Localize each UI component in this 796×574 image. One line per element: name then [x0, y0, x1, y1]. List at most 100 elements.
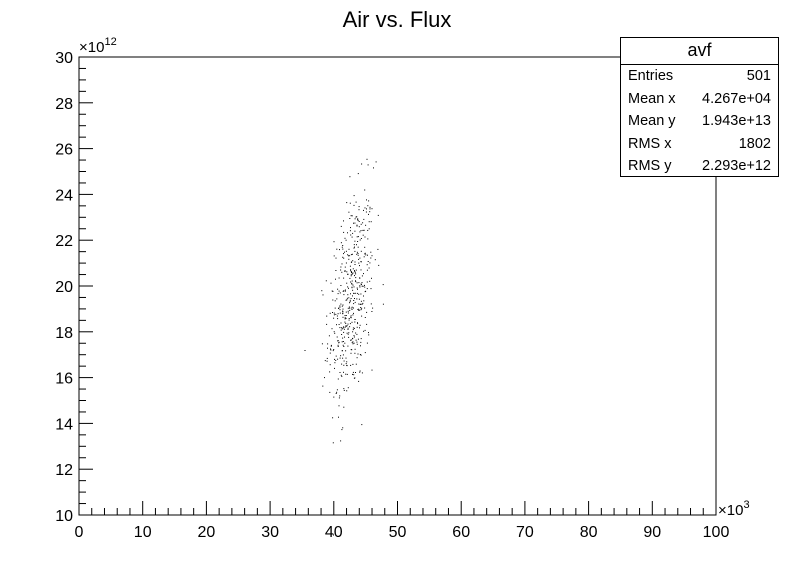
y-tick-label: 28	[55, 96, 73, 113]
x-tick-label: 90	[643, 524, 661, 541]
scatter-point	[343, 290, 345, 292]
scatter-point	[350, 352, 352, 354]
scatter-point	[345, 325, 347, 327]
scatter-point	[357, 173, 359, 175]
scatter-point	[342, 245, 344, 246]
scatter-point	[369, 206, 371, 208]
scatter-point	[359, 371, 361, 373]
scatter-point	[356, 282, 358, 284]
scatter-point	[363, 295, 364, 297]
scatter-point	[355, 273, 357, 275]
scatter-point	[360, 261, 362, 263]
scatter-point	[367, 229, 369, 231]
scatter-point	[356, 216, 358, 218]
scatter-point	[330, 344, 332, 346]
scatter-point	[342, 313, 344, 315]
scatter-point	[342, 248, 344, 250]
stats-label: RMS x	[628, 135, 672, 152]
stats-box: avf Entries 501 Mean x 4.267e+04 Mean y …	[620, 37, 779, 177]
scatter-point	[360, 230, 362, 232]
scatter-point	[351, 236, 353, 238]
scatter-point	[370, 251, 372, 253]
scatter-point	[354, 270, 355, 272]
scatter-point	[358, 258, 360, 260]
scatter-point	[359, 370, 361, 372]
scatter-point	[360, 345, 361, 347]
scatter-point	[329, 364, 331, 366]
scatter-point	[364, 286, 366, 288]
scatter-point	[350, 317, 352, 319]
scatter-point	[334, 332, 336, 334]
scatter-point	[349, 326, 351, 328]
scatter-point	[347, 328, 349, 330]
y-tick-label: 10	[55, 508, 73, 525]
scatter-point	[353, 204, 355, 206]
scatter-point	[352, 295, 353, 297]
scatter-point	[340, 266, 342, 268]
scatter-point	[326, 315, 328, 317]
scatter-point	[367, 164, 369, 166]
scatter-point	[358, 206, 360, 208]
scatter-point	[370, 303, 372, 305]
scatter-point	[333, 317, 335, 319]
scatter-point	[350, 275, 352, 277]
scatter-point	[357, 254, 359, 256]
y-tick-label: 24	[55, 187, 73, 204]
scatter-point	[354, 348, 356, 350]
scatter-point	[355, 280, 356, 282]
scatter-point	[336, 298, 338, 300]
scatter-point	[333, 349, 335, 350]
scatter-point	[341, 328, 343, 330]
scatter-point	[359, 309, 361, 311]
stats-value: 4.267e+04	[702, 90, 771, 107]
scatter-point	[348, 297, 350, 299]
scatter-point	[368, 267, 370, 269]
scatter-point	[334, 367, 335, 369]
scatter-point	[341, 263, 343, 265]
scatter-point	[349, 218, 351, 219]
scatter-point	[333, 534, 334, 536]
scatter-point	[350, 269, 352, 271]
scatter-point	[349, 302, 350, 304]
scatter-point	[345, 317, 347, 319]
scatter-point	[358, 293, 360, 295]
scatter-point	[349, 255, 351, 257]
scatter-point	[352, 329, 354, 331]
scatter-point	[366, 281, 368, 283]
x-scale-factor: ×103	[718, 499, 750, 519]
scatter-point	[368, 200, 370, 202]
stats-label: Mean y	[628, 113, 676, 130]
scatter-point	[347, 310, 349, 312]
scatter-point	[344, 315, 346, 317]
x-tick-label: 40	[325, 524, 343, 541]
stats-value: 501	[746, 68, 771, 84]
scatter-point	[330, 348, 331, 350]
scatter-point	[338, 324, 340, 325]
scatter-point	[343, 388, 345, 390]
scatter-point	[342, 354, 344, 356]
scatter-point	[349, 277, 351, 279]
scatter-point	[350, 349, 352, 351]
scatter-point	[358, 221, 360, 222]
scatter-point	[329, 371, 331, 373]
x-tick-label: 100	[703, 524, 730, 541]
scatter-point	[335, 278, 336, 280]
scatter-point	[332, 290, 334, 292]
stats-label: RMS y	[628, 158, 672, 175]
scatter-point	[352, 373, 353, 375]
scatter-point	[342, 337, 344, 339]
scatter-point	[347, 294, 349, 296]
scatter-point	[357, 288, 358, 290]
scatter-point	[337, 313, 339, 315]
scatter-point	[361, 282, 363, 284]
scatter-point	[356, 343, 358, 345]
scatter-point	[366, 264, 368, 266]
scatter-point	[339, 357, 341, 359]
scatter-point	[347, 286, 349, 288]
scatter-point	[342, 290, 344, 292]
scatter-point	[329, 391, 331, 393]
scatter-point	[373, 167, 374, 169]
scatter-point	[382, 284, 384, 286]
scatter-point	[366, 269, 368, 271]
scatter-point	[356, 253, 358, 255]
